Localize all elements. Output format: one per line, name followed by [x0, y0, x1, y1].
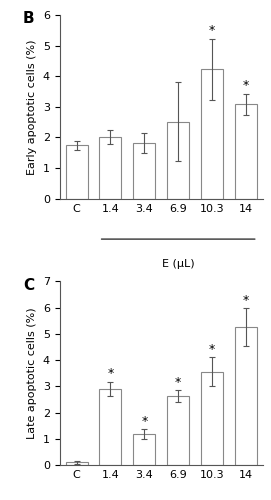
- Text: *: *: [209, 24, 215, 37]
- Bar: [235, 327, 257, 465]
- Text: E (μL): E (μL): [162, 260, 195, 270]
- Bar: [167, 396, 189, 465]
- Y-axis label: Late apoptotic cells (%): Late apoptotic cells (%): [27, 308, 37, 439]
- Text: *: *: [175, 376, 181, 389]
- Text: *: *: [209, 343, 215, 356]
- Bar: [167, 122, 189, 198]
- Y-axis label: Early apoptotic cells (%): Early apoptotic cells (%): [27, 39, 37, 174]
- Bar: [235, 104, 257, 198]
- Text: *: *: [107, 367, 114, 380]
- Bar: [201, 372, 223, 465]
- Bar: [99, 137, 121, 198]
- Text: B: B: [23, 12, 35, 26]
- Text: *: *: [243, 79, 249, 92]
- Bar: [133, 143, 155, 199]
- Bar: [201, 69, 223, 198]
- Text: *: *: [141, 415, 147, 428]
- Bar: [66, 145, 88, 199]
- Bar: [99, 389, 121, 465]
- Text: *: *: [243, 294, 249, 307]
- Text: C: C: [23, 278, 34, 292]
- Bar: [66, 462, 88, 465]
- Bar: [133, 434, 155, 465]
